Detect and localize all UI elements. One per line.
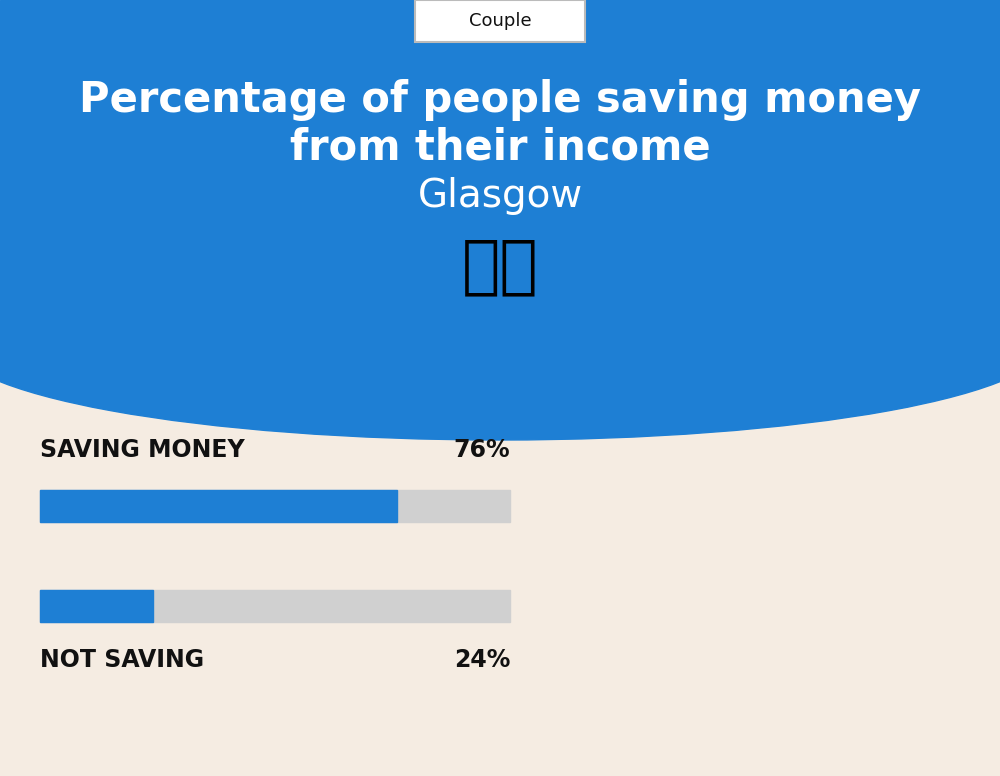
Text: Glasgow: Glasgow xyxy=(417,177,583,215)
Text: 🇬🇧: 🇬🇧 xyxy=(462,235,538,297)
Bar xyxy=(40,590,153,622)
Text: NOT SAVING: NOT SAVING xyxy=(40,648,204,672)
Text: 24%: 24% xyxy=(454,648,510,672)
Bar xyxy=(0,0,1000,340)
Bar xyxy=(40,490,510,522)
Text: Percentage of people saving money: Percentage of people saving money xyxy=(79,79,921,121)
Ellipse shape xyxy=(0,240,1000,440)
Text: SAVING MONEY: SAVING MONEY xyxy=(40,438,245,462)
Bar xyxy=(40,490,397,522)
Bar xyxy=(40,590,510,622)
Text: from their income: from their income xyxy=(290,127,710,169)
Text: Couple: Couple xyxy=(469,12,531,30)
Text: 76%: 76% xyxy=(453,438,510,462)
FancyBboxPatch shape xyxy=(415,0,585,42)
